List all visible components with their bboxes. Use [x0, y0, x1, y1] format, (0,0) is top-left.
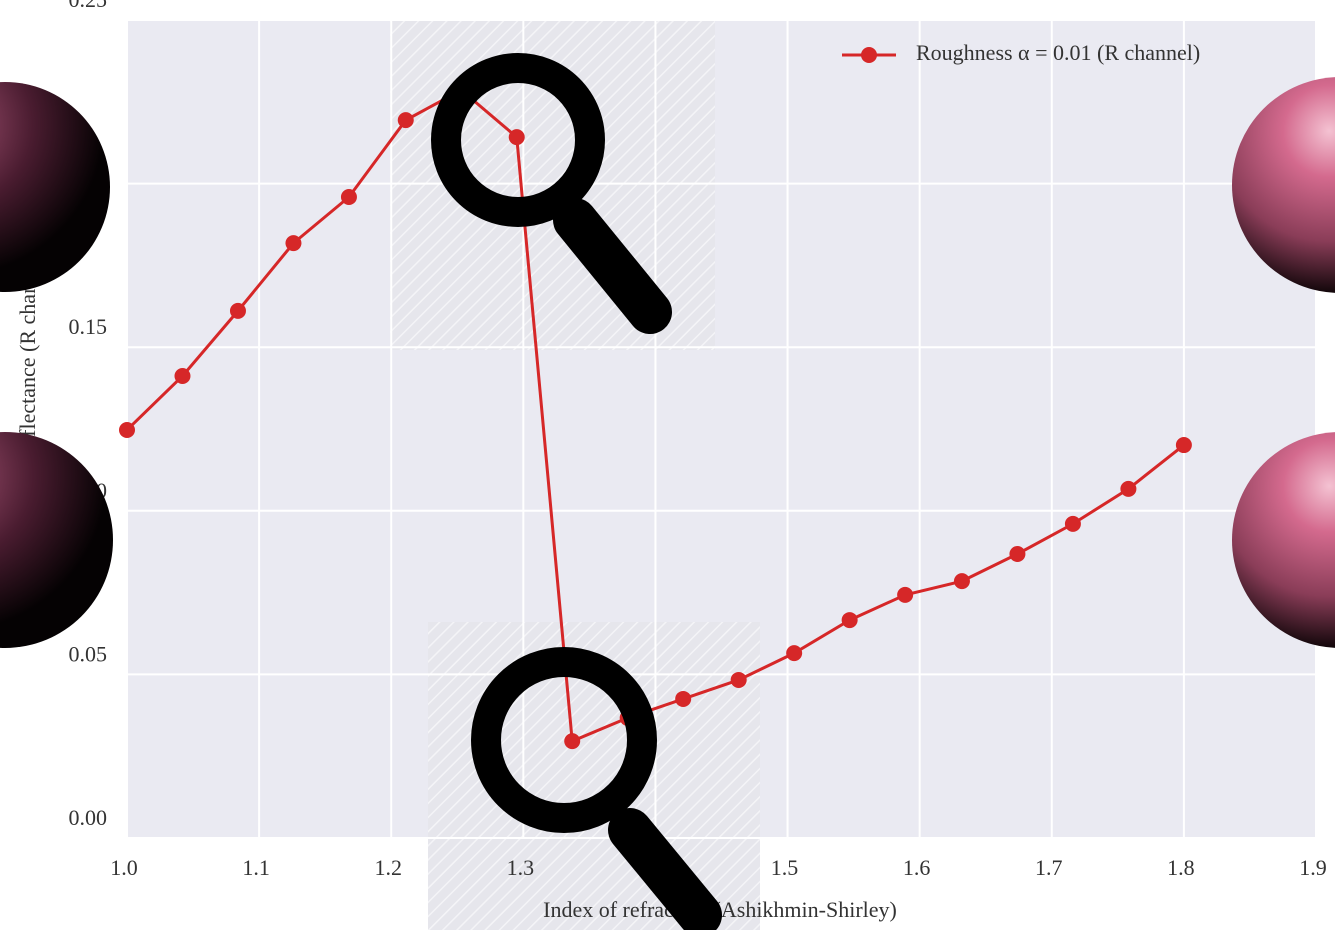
- sphere-render: [1232, 432, 1335, 648]
- sphere-render: [0, 82, 110, 292]
- data-point: [953, 573, 970, 590]
- x-tick-label: 1.7: [1035, 855, 1063, 880]
- data-point: [1175, 437, 1192, 454]
- data-point: [1120, 480, 1137, 497]
- data: [119, 82, 1192, 750]
- data-point: [508, 129, 525, 146]
- x-tick-label: 1.9: [1299, 855, 1327, 880]
- sphere-render: [0, 432, 113, 648]
- sphere-render: [1232, 77, 1335, 293]
- data-point: [340, 189, 357, 206]
- data-point: [229, 302, 246, 319]
- data-point: [1009, 545, 1026, 562]
- x-tick-label: 1.8: [1167, 855, 1195, 880]
- y-tick-label: 0.25: [69, 0, 108, 12]
- data-point: [841, 612, 858, 629]
- x-tick-label: 1.1: [242, 855, 270, 880]
- x-tick-label: 1.0: [110, 855, 138, 880]
- magnifier: [471, 647, 722, 930]
- x-tick-label: 1.5: [771, 855, 799, 880]
- x-tick-label: 1.3: [507, 855, 535, 880]
- data-point: [564, 733, 581, 750]
- x-tick-label: 1.6: [903, 855, 931, 880]
- y-tick-label: 0.15: [69, 314, 108, 339]
- data-point: [675, 690, 692, 707]
- data-point: [897, 586, 914, 603]
- series-line: [125, 88, 1185, 744]
- data-point: [174, 367, 191, 384]
- legend: Roughness α = 0.01 (R channel): [842, 40, 1200, 65]
- data-point: [730, 671, 747, 688]
- legend-label: Roughness α = 0.01 (R channel): [916, 40, 1200, 65]
- legend-marker: [861, 47, 877, 63]
- y-tick-label: 0.05: [69, 641, 108, 666]
- data-point: [786, 645, 803, 662]
- x-tick-label: 1.2: [374, 855, 402, 880]
- data-point: [397, 112, 414, 129]
- y-tick-label: 0.00: [69, 805, 108, 830]
- data-point: [1064, 515, 1081, 532]
- magnifier: [431, 53, 672, 334]
- data-point: [119, 421, 135, 438]
- grid: [126, 19, 1317, 839]
- data-point: [285, 235, 302, 252]
